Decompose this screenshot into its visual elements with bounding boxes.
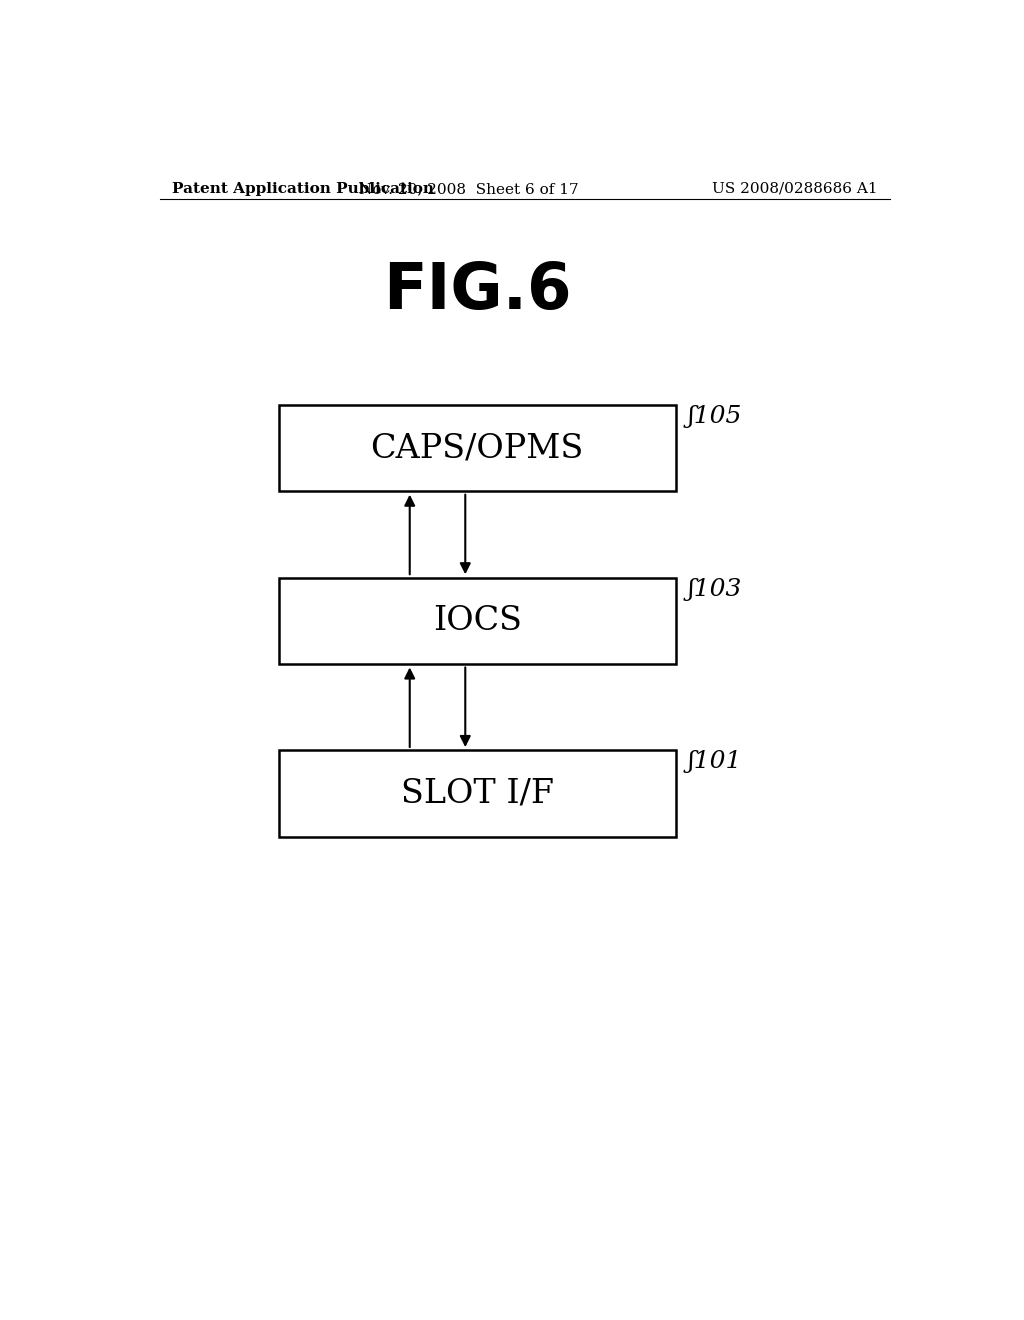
Text: CAPS/OPMS: CAPS/OPMS bbox=[371, 432, 584, 465]
Text: ʃ105: ʃ105 bbox=[687, 405, 741, 428]
Bar bbox=[279, 405, 676, 491]
Text: Nov. 20, 2008  Sheet 6 of 17: Nov. 20, 2008 Sheet 6 of 17 bbox=[359, 182, 579, 195]
Text: SLOT I/F: SLOT I/F bbox=[400, 777, 554, 809]
Bar bbox=[279, 751, 676, 837]
Bar bbox=[279, 578, 676, 664]
Text: US 2008/0288686 A1: US 2008/0288686 A1 bbox=[713, 182, 878, 195]
Text: ʃ101: ʃ101 bbox=[687, 751, 741, 774]
Text: FIG.6: FIG.6 bbox=[383, 260, 571, 322]
Text: IOCS: IOCS bbox=[433, 605, 521, 636]
Text: ʃ103: ʃ103 bbox=[687, 578, 741, 601]
Text: Patent Application Publication: Patent Application Publication bbox=[172, 182, 433, 195]
